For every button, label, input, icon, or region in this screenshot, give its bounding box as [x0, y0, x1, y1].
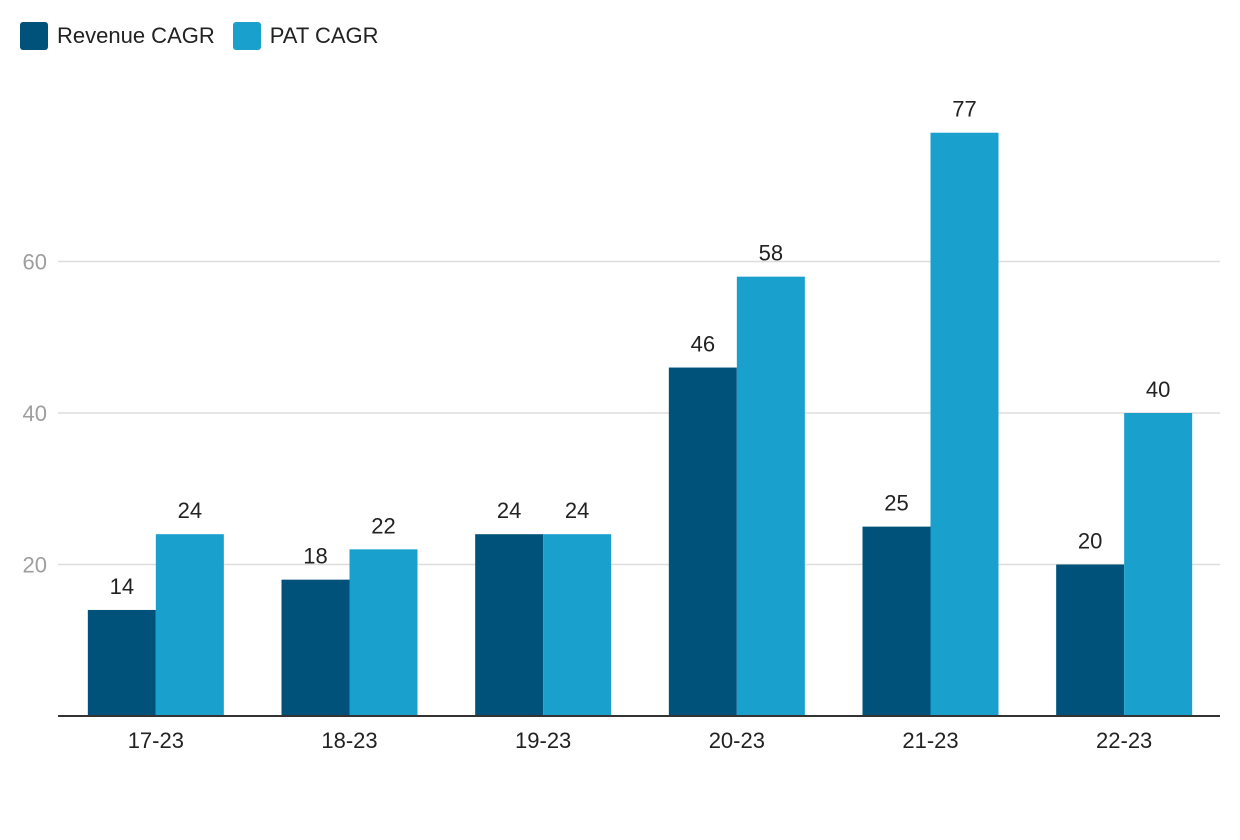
- data-label-revenue-cagr-18-23: 18: [303, 544, 327, 569]
- bar-revenue-cagr-21-23: [862, 526, 931, 716]
- x-tick-label-18-23: 18-23: [321, 728, 377, 753]
- bar-pat-cagr-22-23: [1124, 413, 1193, 716]
- legend-item-pat-cagr[interactable]: PAT CAGR: [232, 22, 379, 50]
- x-tick-label-22-23: 22-23: [1096, 728, 1152, 753]
- y-axis-ticks: 20 40 60: [23, 250, 47, 578]
- data-label-revenue-cagr-19-23: 24: [497, 498, 521, 523]
- y-tick-label-20: 20: [23, 553, 47, 578]
- legend: Revenue CAGR PAT CAGR: [20, 22, 397, 50]
- x-tick-label-20-23: 20-23: [709, 728, 765, 753]
- data-labels: 14 24 18 22 24 24 46 58 25 77 20 40: [110, 97, 1171, 599]
- gridlines: [58, 260, 1220, 566]
- data-label-pat-cagr-22-23: 40: [1146, 377, 1170, 402]
- bar-revenue-cagr-20-23: [668, 367, 737, 716]
- legend-swatch-revenue-cagr: [20, 22, 48, 50]
- legend-label-revenue-cagr: Revenue CAGR: [57, 23, 215, 48]
- bar-revenue-cagr-17-23: [87, 609, 156, 716]
- legend-item-revenue-cagr[interactable]: Revenue CAGR: [20, 22, 215, 50]
- bar-pat-cagr-17-23: [155, 534, 224, 716]
- data-label-revenue-cagr-17-23: 14: [110, 574, 134, 599]
- legend-label-pat-cagr: PAT CAGR: [269, 23, 379, 48]
- data-label-revenue-cagr-21-23: 25: [884, 491, 908, 516]
- data-label-pat-cagr-18-23: 22: [371, 513, 395, 538]
- y-tick-label-40: 40: [23, 401, 47, 426]
- data-label-pat-cagr-17-23: 24: [178, 498, 202, 523]
- bar-pat-cagr-20-23: [736, 276, 805, 716]
- y-tick-label-60: 60: [23, 250, 47, 275]
- bar-pat-cagr-19-23: [543, 534, 612, 716]
- data-label-pat-cagr-19-23: 24: [565, 498, 589, 523]
- legend-swatch-pat-cagr: [232, 22, 261, 50]
- x-tick-label-17-23: 17-23: [128, 728, 184, 753]
- bar-pat-cagr-21-23: [930, 132, 999, 717]
- bar-revenue-cagr-19-23: [475, 534, 544, 716]
- x-tick-label-19-23: 19-23: [515, 728, 571, 753]
- data-label-pat-cagr-21-23: 77: [952, 97, 976, 122]
- bars: [87, 132, 1193, 717]
- data-label-revenue-cagr-20-23: 46: [691, 332, 715, 357]
- data-label-pat-cagr-20-23: 58: [759, 241, 783, 266]
- bar-revenue-cagr-18-23: [281, 579, 350, 716]
- bar-pat-cagr-18-23: [349, 549, 418, 716]
- bar-revenue-cagr-22-23: [1056, 564, 1125, 716]
- data-label-revenue-cagr-22-23: 20: [1078, 529, 1102, 554]
- x-axis: 17-23 18-23 19-23 20-23 21-23 22-23: [58, 715, 1220, 753]
- x-tick-label-21-23: 21-23: [902, 728, 958, 753]
